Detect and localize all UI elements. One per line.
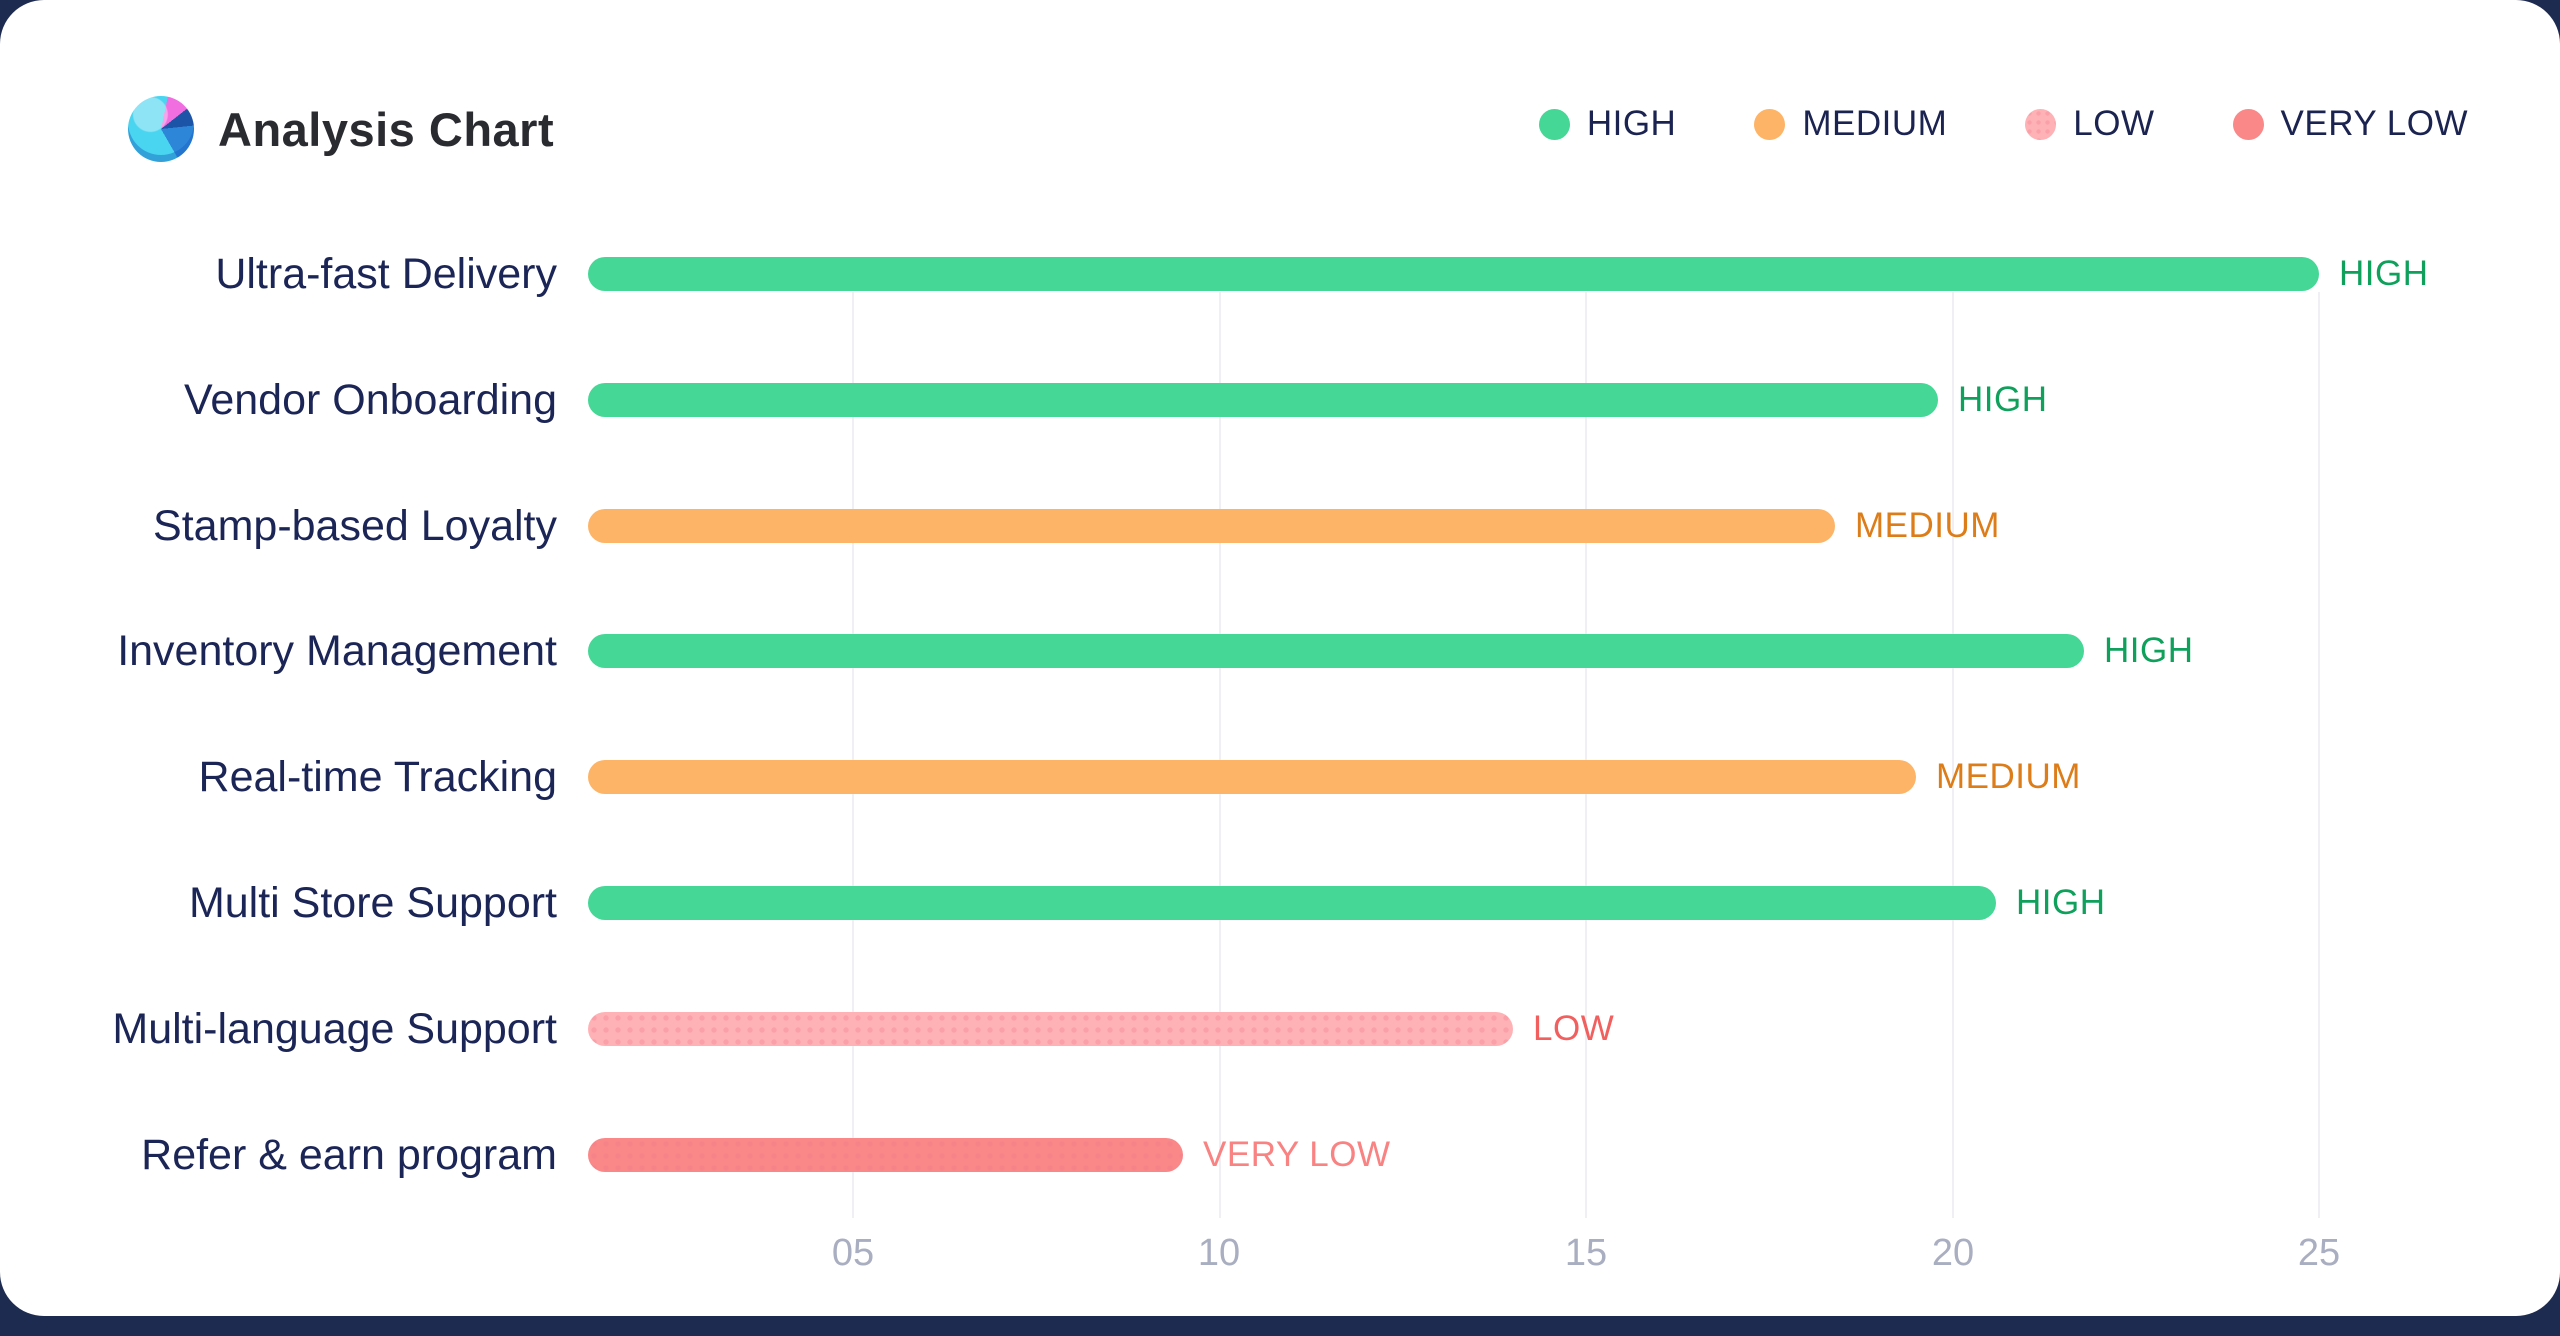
value-label: HIGH bbox=[2016, 883, 2106, 922]
legend-label: LOW bbox=[2073, 104, 2155, 143]
bar[interactable] bbox=[588, 509, 1835, 543]
value-label: MEDIUM bbox=[1855, 506, 2000, 545]
value-label: LOW bbox=[1533, 1009, 1615, 1048]
category-label: Refer & earn program bbox=[141, 1131, 557, 1179]
legend-label: VERY LOW bbox=[2280, 104, 2468, 143]
value-label: HIGH bbox=[1958, 380, 2048, 419]
chart-row: Stamp-based Loyalty MEDIUM bbox=[0, 493, 2560, 559]
bar[interactable] bbox=[588, 383, 1938, 417]
value-label: MEDIUM bbox=[1936, 757, 2081, 796]
x-tick-label: 15 bbox=[1564, 1232, 1608, 1274]
page-title: Analysis Chart bbox=[218, 102, 555, 156]
pie-chart-icon bbox=[128, 96, 194, 162]
gridline bbox=[852, 292, 854, 1218]
value-label: HIGH bbox=[2104, 631, 2194, 670]
bar[interactable] bbox=[588, 1138, 1183, 1172]
bar[interactable] bbox=[588, 634, 2084, 668]
category-label: Multi-language Support bbox=[112, 1005, 557, 1053]
chart-row: Refer & earn program VERY LOW bbox=[0, 1122, 2560, 1188]
chart-header: Analysis Chart bbox=[128, 96, 554, 162]
legend-dot-low-icon bbox=[2025, 108, 2057, 140]
bar[interactable] bbox=[588, 886, 1996, 920]
legend-dot-very-low-icon bbox=[2232, 108, 2264, 140]
chart-row: Multi-language Support LOW bbox=[0, 996, 2560, 1062]
legend: HIGH MEDIUM LOW VERY LOW bbox=[1538, 104, 2469, 144]
x-tick-label: 25 bbox=[2297, 1232, 2341, 1274]
bar[interactable] bbox=[588, 1012, 1513, 1046]
bar[interactable] bbox=[588, 257, 2319, 291]
legend-dot-high-icon bbox=[1538, 108, 1570, 140]
x-tick-label: 20 bbox=[1931, 1232, 1975, 1274]
legend-item-high[interactable]: HIGH bbox=[1538, 104, 1677, 144]
chart-row: Real-time Tracking MEDIUM bbox=[0, 744, 2560, 810]
category-label: Inventory Management bbox=[117, 627, 557, 675]
value-label: VERY LOW bbox=[1203, 1135, 1391, 1174]
chart-row: Ultra-fast Delivery HIGH bbox=[0, 241, 2560, 307]
chart-row: Inventory Management HIGH bbox=[0, 618, 2560, 684]
value-label: HIGH bbox=[2339, 254, 2429, 293]
category-label: Stamp-based Loyalty bbox=[153, 502, 557, 550]
chart-row: Vendor Onboarding HIGH bbox=[0, 367, 2560, 433]
category-label: Ultra-fast Delivery bbox=[215, 250, 557, 298]
gridline bbox=[1585, 292, 1587, 1218]
gridline bbox=[1952, 292, 1954, 1218]
legend-item-medium[interactable]: MEDIUM bbox=[1754, 104, 1947, 144]
category-label: Real-time Tracking bbox=[198, 753, 557, 801]
legend-item-very-low[interactable]: VERY LOW bbox=[2232, 104, 2469, 144]
legend-item-low[interactable]: LOW bbox=[2025, 104, 2154, 144]
gridline bbox=[2318, 292, 2320, 1218]
bar[interactable] bbox=[588, 760, 1916, 794]
x-tick-label: 10 bbox=[1197, 1232, 1241, 1274]
legend-label: MEDIUM bbox=[1802, 104, 1948, 143]
legend-label: HIGH bbox=[1586, 104, 1677, 143]
legend-dot-medium-icon bbox=[1754, 108, 1786, 140]
gridline bbox=[1219, 292, 1221, 1218]
chart-row: Multi Store Support HIGH bbox=[0, 870, 2560, 936]
category-label: Vendor Onboarding bbox=[184, 376, 557, 424]
category-label: Multi Store Support bbox=[188, 879, 557, 927]
x-tick-label: 05 bbox=[831, 1232, 875, 1274]
